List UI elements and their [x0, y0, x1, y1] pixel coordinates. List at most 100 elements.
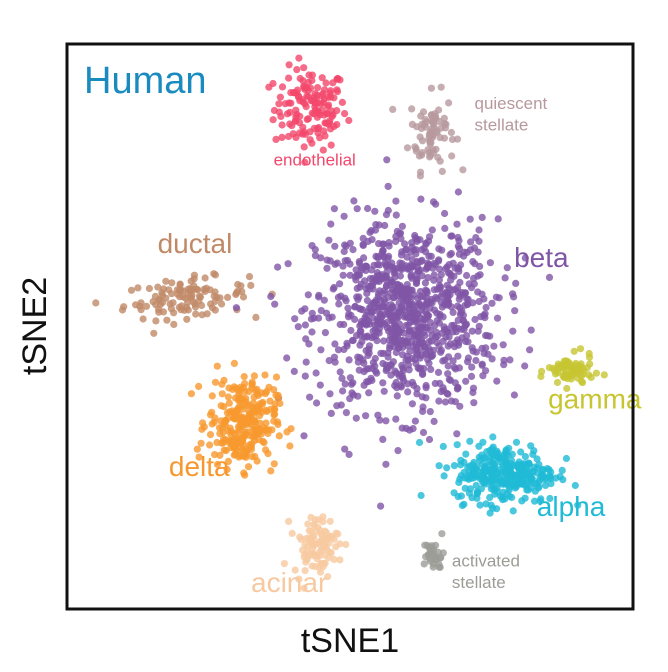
data-point — [167, 305, 175, 313]
data-point — [477, 313, 485, 321]
data-point — [458, 334, 466, 342]
data-point — [414, 259, 422, 267]
data-point — [355, 366, 363, 374]
data-point — [384, 182, 392, 190]
data-point — [461, 484, 469, 492]
data-point — [434, 548, 442, 557]
data-point — [453, 430, 461, 438]
data-point — [439, 357, 447, 365]
data-point — [351, 315, 359, 323]
data-point — [275, 432, 283, 440]
data-point — [454, 283, 462, 291]
data-point — [392, 369, 400, 377]
data-point — [392, 415, 400, 423]
data-point — [502, 458, 510, 466]
data-point — [468, 494, 476, 502]
data-point — [384, 206, 392, 215]
data-point — [228, 437, 236, 445]
data-point — [330, 535, 338, 543]
data-point — [389, 317, 397, 326]
data-point — [132, 301, 140, 309]
data-point — [389, 303, 397, 311]
data-point — [446, 376, 455, 384]
data-point — [546, 494, 554, 503]
data-point — [436, 157, 444, 165]
data-point — [360, 333, 368, 341]
data-point — [378, 312, 386, 321]
data-point — [224, 293, 232, 301]
data-point — [355, 258, 363, 266]
data-point — [301, 158, 309, 166]
data-point — [538, 367, 546, 375]
data-point — [218, 300, 226, 308]
data-point — [342, 540, 350, 549]
data-point — [562, 454, 571, 463]
data-point — [299, 546, 307, 554]
data-point — [426, 326, 434, 334]
data-point — [155, 308, 163, 316]
data-point — [482, 500, 490, 508]
data-point — [409, 425, 417, 433]
data-point — [506, 472, 514, 480]
data-point — [364, 351, 372, 360]
data-point — [332, 543, 340, 551]
data-point — [470, 274, 478, 282]
cluster-label-line: stellate — [452, 573, 506, 592]
cluster-label-line: gamma — [548, 383, 642, 414]
data-point — [543, 465, 551, 473]
data-point — [448, 232, 456, 240]
data-point — [198, 425, 206, 433]
data-point — [512, 279, 520, 287]
data-point — [162, 277, 170, 285]
data-point — [458, 288, 466, 297]
cluster-label-gamma: gamma — [548, 383, 642, 414]
data-point — [493, 470, 501, 478]
data-point — [530, 447, 538, 455]
data-point — [264, 450, 272, 458]
data-point — [363, 289, 371, 297]
data-point — [424, 237, 433, 245]
data-point — [318, 74, 326, 82]
data-point — [380, 253, 388, 261]
data-point — [506, 356, 514, 364]
data-point — [419, 108, 428, 116]
data-point — [245, 441, 254, 449]
data-point — [208, 420, 216, 428]
data-point — [251, 404, 259, 412]
y-axis-label: tSNE2 — [16, 277, 54, 375]
data-point — [408, 105, 416, 113]
data-point — [330, 122, 338, 130]
data-point — [371, 207, 379, 215]
data-point — [186, 293, 194, 301]
data-point — [379, 435, 387, 443]
data-point — [473, 463, 481, 471]
data-point — [331, 260, 339, 268]
cluster-label-beta: beta — [514, 242, 569, 273]
data-point — [476, 468, 484, 476]
data-point — [448, 152, 456, 160]
data-point — [406, 301, 414, 309]
data-point — [288, 529, 296, 538]
data-point — [289, 130, 297, 138]
data-point — [338, 374, 346, 382]
data-point — [253, 430, 261, 438]
data-point — [451, 398, 459, 406]
data-point — [562, 371, 570, 379]
data-point — [427, 252, 435, 260]
data-point — [466, 215, 474, 223]
data-point — [451, 339, 459, 347]
data-point — [420, 560, 428, 568]
data-point — [283, 428, 291, 436]
data-point — [384, 364, 392, 372]
data-point — [437, 388, 445, 396]
data-point — [486, 259, 494, 267]
data-point — [503, 264, 511, 272]
data-point — [452, 328, 460, 336]
data-point — [120, 303, 128, 311]
data-point — [382, 460, 390, 468]
data-point — [431, 379, 439, 388]
data-point — [308, 139, 316, 147]
data-point — [179, 293, 187, 301]
data-point — [364, 204, 372, 213]
data-point — [408, 256, 416, 264]
